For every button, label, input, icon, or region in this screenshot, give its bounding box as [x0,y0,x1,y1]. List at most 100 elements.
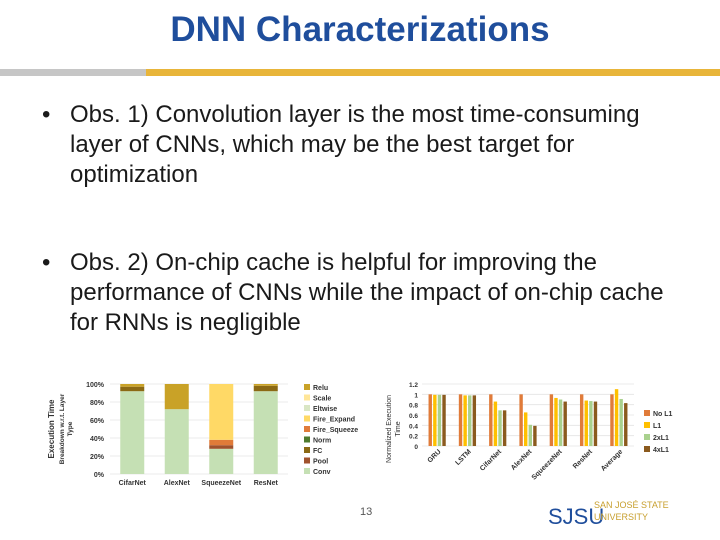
bar-4xl1 [472,395,477,446]
logo-line2: UNIVERSITY [594,512,649,522]
legend-label: Norm [313,438,331,445]
legend-label: 4xL1 [653,447,669,454]
cache-impact-chart: Normalized Execution Time 0 0.2 0.4 0.6 0.8 1 1.… [382,376,686,494]
bullet-obs-1: • Obs. 1) Convolution layer is the most … [42,100,682,190]
legend-label: Relu [313,385,328,392]
y-axis-label: Normalized Execution [386,395,393,463]
x-tick-label: AlexNet [164,480,191,487]
legend-label: Scale [313,396,331,403]
bar-4xl1 [624,403,628,446]
legend-label: Fire_Expand [313,417,355,424]
bar-4xl1 [593,401,598,446]
legend-label: Pool [313,459,328,466]
bar-4xl1 [563,401,567,446]
y-axis-label: Execution Time [47,399,56,459]
y-tick-label: 1.2 [409,382,418,389]
bar-segment-fc [120,386,145,392]
y-axis-label-line2: Breakdown w.r.t. Layer [59,393,66,464]
bullet-marker: • [42,101,51,128]
y-tick-label: 0.8 [409,403,418,410]
slide-title: DNN Characterizations [170,10,550,49]
bar-segment-conv [209,448,234,474]
legend-label: Fire_Squeeze [313,427,358,434]
bar-no-l1 [489,394,493,446]
y-tick-label: 60% [90,418,105,425]
bar-2xl1 [468,395,472,446]
bar-2xl1 [619,398,623,446]
bar-l1 [554,397,558,446]
bar-segment-fc [253,385,278,392]
y-tick-label: 40% [90,436,105,443]
bar-2xl1 [558,399,563,446]
bullet-text: Obs. 1) Convolution layer is the most ti… [70,101,640,188]
bar-segment-conv [164,409,189,474]
legend-label: No L1 [653,411,673,418]
bullet-text: Obs. 2) On-chip cache is helpful for imp… [70,249,664,336]
y-tick-label: 0.2 [409,434,418,441]
page-number: 13 [360,506,373,518]
bar-no-l1 [428,394,432,446]
x-tick-label: ResNet [572,448,594,470]
x-tick-label: LSTM [454,448,473,467]
y-tick-label: 0.6 [409,413,418,420]
bar-4xl1 [533,425,537,446]
legend-label: L1 [653,423,661,430]
bar-segment-fire-squeeze [209,439,234,446]
y-tick-label: 0 [414,444,418,451]
legend-swatch [304,394,310,401]
legend-swatch [304,457,310,464]
legend-swatch [644,422,650,428]
legend-swatch [304,426,310,432]
bullet-obs-2: • Obs. 2) On-chip cache is helpful for i… [42,248,682,338]
legend-label: Eltwise [313,406,337,413]
x-tick-label: AlexNet [510,448,534,472]
bar-2xl1 [528,424,532,446]
layer-breakdown-svg: Execution Time Breakdown w.r.t. Layer Type… [47,382,358,487]
title-divider [0,69,720,76]
x-tick-label: SqueezeNet [531,448,564,481]
bar-no-l1 [549,394,554,446]
legend-swatch [304,415,310,422]
x-tick-label: ResNet [254,480,279,487]
bar-segment-relu [164,384,189,410]
y-tick-label: 80% [90,400,105,407]
bar-l1 [614,389,619,446]
bar-2xl1 [589,401,593,446]
legend-swatch [304,468,310,474]
bar-segment-relu [120,384,145,387]
bar-segment-relu [253,384,278,386]
bar-segment-conv [253,391,278,474]
bar-no-l1 [458,394,463,446]
bullet-marker: • [42,249,51,276]
legend-swatch [304,436,310,443]
x-tick-label: SqueezeNet [201,480,241,487]
x-tick-label: GRU [427,448,443,464]
bar-segment-conv [120,391,145,474]
bar-4xl1 [502,410,507,446]
y-tick-label: 0.4 [409,423,418,430]
y-axis-label-line3: Type [67,421,74,436]
bar-4xl1 [442,394,446,446]
logo-main: SJSU [548,504,605,529]
x-tick-label: Average [600,448,624,472]
legend-label: 2xL1 [653,435,669,442]
legend-label: Conv [313,469,331,476]
bar-segment-pool [209,445,234,449]
bar-2xl1 [437,394,442,446]
legend-label: FC [313,448,322,455]
y-tick-label: 20% [90,454,105,461]
legend-swatch [304,384,310,390]
y-axis-label-line2: Time [395,421,402,436]
legend-swatch [644,434,650,440]
bar-l1 [493,401,498,446]
y-tick-label: 100% [86,382,105,389]
bar-segment-fire-expand [209,384,234,440]
legend-swatch [304,405,310,411]
x-tick-label: CifarNet [479,448,504,473]
legend-swatch [304,447,310,453]
divider-gold-segment [146,69,720,76]
logo-line1: SAN JOSÉ STATE [594,500,669,510]
cache-impact-svg: Normalized Execution Time 0 0.2 0.4 0.6 0.8 1 1.… [386,382,673,481]
bar-l1 [524,412,528,446]
y-tick-label: 1 [414,392,418,399]
